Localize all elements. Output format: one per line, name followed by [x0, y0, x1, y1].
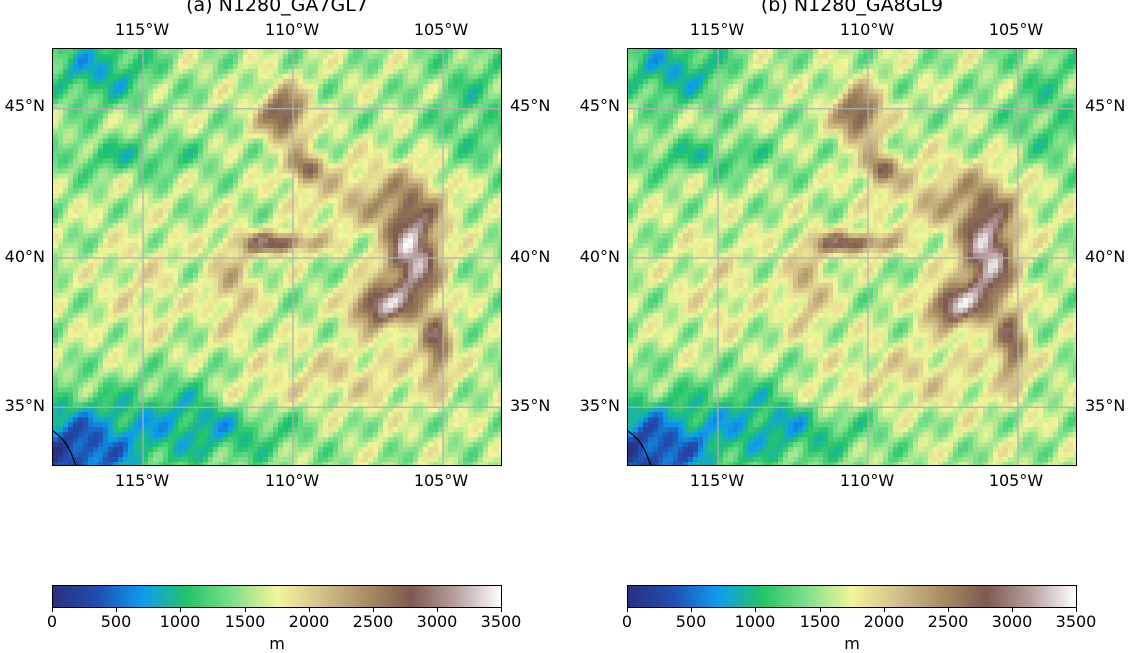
colorbar-label: 3000 [992, 612, 1033, 631]
lon-label-top: 110°W [265, 21, 319, 39]
elevation-map-svg [53, 49, 502, 466]
lon-label-bottom: 105°W [989, 472, 1043, 490]
lon-label-bottom: 105°W [414, 472, 468, 490]
elevation-map [627, 48, 1077, 466]
colorbar [627, 585, 1077, 608]
colorbar-label: 500 [676, 612, 707, 631]
lat-label-left: 45°N [0, 97, 45, 115]
lat-label-left: 35°N [0, 397, 45, 415]
lon-label-bottom: 115°W [690, 472, 744, 490]
colorbar-label: 0 [47, 612, 57, 631]
colorbar-label: 1000 [735, 612, 776, 631]
lat-label-left: 40°N [570, 248, 620, 266]
colorbar [52, 585, 502, 608]
lat-label-left: 45°N [570, 97, 620, 115]
lat-label-right: 40°N [510, 248, 550, 266]
lon-label-top: 105°W [414, 21, 468, 39]
elevation-map [52, 48, 502, 466]
panel-title: (b) N1280_GA8GL9 [627, 0, 1077, 16]
colorbar-label: 1000 [160, 612, 201, 631]
colorbar-label: 3000 [417, 612, 458, 631]
colorbar-label: 2500 [928, 612, 969, 631]
lat-label-right: 35°N [510, 397, 550, 415]
panel-b: (b) N1280_GA8GL9 115°W 110°W 105°W 45°N … [575, 0, 1128, 650]
colorbar-label: 3500 [481, 612, 522, 631]
lon-label-bottom: 115°W [115, 472, 169, 490]
colorbar-label: 2500 [353, 612, 394, 631]
colorbar-label: 2000 [864, 612, 905, 631]
colorbar-label: 0 [622, 612, 632, 631]
colorbar-label: 3500 [1056, 612, 1097, 631]
lon-label-top: 115°W [690, 21, 744, 39]
colorbar-label: 1500 [225, 612, 266, 631]
colorbar-unit: m [844, 634, 860, 653]
lon-label-bottom: 110°W [840, 472, 894, 490]
lat-label-right: 45°N [1085, 97, 1125, 115]
lat-label-left: 35°N [570, 397, 620, 415]
elevation-map-svg [628, 49, 1077, 466]
lat-label-right: 35°N [1085, 397, 1125, 415]
lat-label-right: 40°N [1085, 248, 1125, 266]
colorbar-label: 2000 [289, 612, 330, 631]
panel-title: (a) N1280_GA7GL7 [52, 0, 502, 16]
lon-label-top: 115°W [115, 21, 169, 39]
lat-label-left: 40°N [0, 248, 45, 266]
lon-label-top: 110°W [840, 21, 894, 39]
lon-label-top: 105°W [989, 21, 1043, 39]
colorbar-unit: m [269, 634, 285, 653]
colorbar-label: 1500 [800, 612, 841, 631]
lat-label-right: 45°N [510, 97, 550, 115]
colorbar-label: 500 [101, 612, 132, 631]
panel-a: (a) N1280_GA7GL7 115°W 110°W 105°W 45°N … [0, 0, 564, 650]
lon-label-bottom: 110°W [265, 472, 319, 490]
